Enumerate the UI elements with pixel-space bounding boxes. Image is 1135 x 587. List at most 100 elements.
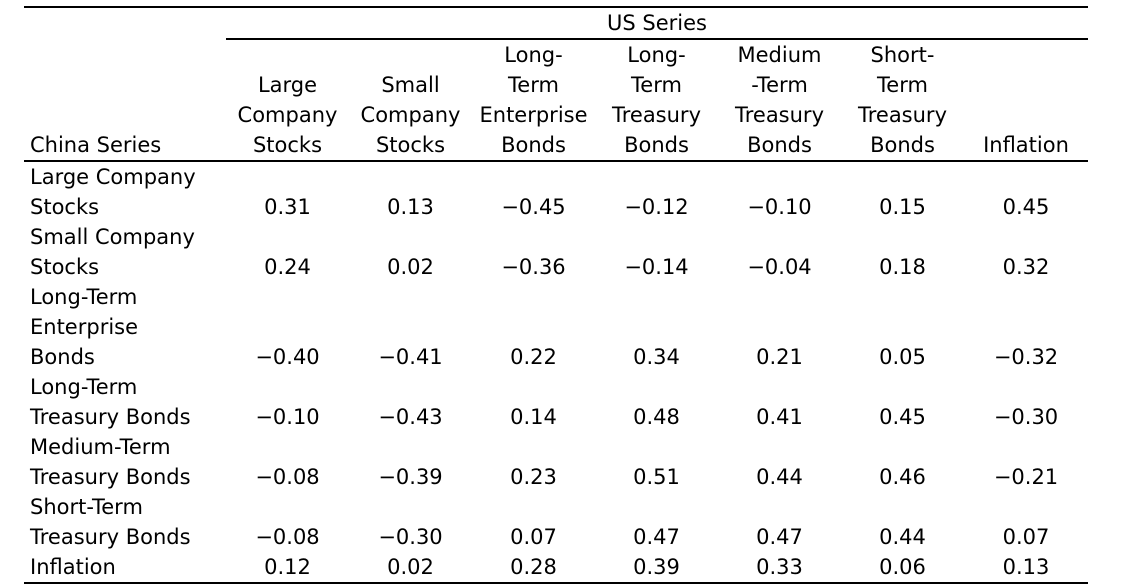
table-cell: 0.48: [633, 405, 680, 429]
table-row: Long-Term Enterprise Bonds −0.40 −0.41 0.22 0.…: [24, 282, 1088, 372]
column-header-line: Bonds: [624, 133, 689, 157]
correlation-table-container: US Series China Series Large Company Stock…: [24, 6, 1088, 584]
row-label: Small Company Stocks: [24, 222, 226, 282]
table-cell: 0.02: [387, 255, 434, 279]
table-cell: 0.06: [841, 552, 964, 584]
table-cell: 0.47: [633, 525, 680, 549]
table-cell: 0.02: [349, 552, 472, 584]
table-cell: 0.05: [879, 345, 926, 369]
column-header: Large Company Stocks: [226, 39, 349, 162]
row-label-line: Stocks: [30, 195, 100, 219]
table-cell: −0.32: [993, 345, 1059, 369]
column-header-line: Long-: [504, 43, 563, 67]
column-header-line: Short-: [870, 43, 935, 67]
column-header-line: Treasury: [857, 103, 947, 127]
column-header-line: Treasury: [611, 103, 701, 127]
row-label-line: Long-Term: [30, 285, 138, 309]
row-label: Long-Term Treasury Bonds: [24, 372, 226, 432]
row-label: Large Company Stocks: [24, 161, 226, 222]
column-header-line: Bonds: [747, 133, 812, 157]
table-cell: −0.30: [378, 525, 443, 549]
table-row: Inflation 0.12 0.02 0.28 0.39 0.33 0.06 0.13: [24, 552, 1088, 584]
row-label-line: Long-Term: [30, 375, 138, 399]
column-header-line: Bonds: [870, 133, 935, 157]
row-label-line: Treasury Bonds: [30, 405, 191, 429]
table-cell: 0.41: [756, 405, 803, 429]
table-row: Long-Term Treasury Bonds −0.10 −0.43 0.14 0.4…: [24, 372, 1088, 432]
column-header: Medium -Term Treasury Bonds: [718, 39, 841, 162]
column-header-line: Medium: [737, 43, 822, 67]
table-cell: 0.21: [756, 345, 803, 369]
table-cell: 0.33: [718, 552, 841, 584]
table-cell: −0.41: [378, 345, 443, 369]
table-cell: 0.51: [633, 465, 680, 489]
table-cell: 0.15: [879, 195, 926, 219]
table-cell: 0.39: [595, 552, 718, 584]
column-header-line: -Term: [751, 73, 808, 97]
column-header-line: Bonds: [501, 133, 566, 157]
row-label-line: Medium-Term: [30, 435, 171, 459]
column-header-line: Term: [877, 73, 928, 97]
table-cell: −0.14: [624, 255, 689, 279]
row-label: Short-Term Treasury Bonds: [24, 492, 226, 552]
row-label-line: Treasury Bonds: [30, 465, 191, 489]
table-cell: 0.13: [964, 552, 1088, 584]
group-header-spacer: [24, 6, 226, 39]
table-cell: 0.47: [756, 525, 803, 549]
column-header-line: Company: [237, 103, 338, 127]
row-label: Long-Term Enterprise Bonds: [24, 282, 226, 372]
china-series-header: China Series: [24, 39, 226, 162]
table-cell: 0.14: [510, 405, 557, 429]
column-header-line: Small: [381, 73, 440, 97]
table-cell: 0.31: [264, 195, 311, 219]
table-cell: 0.45: [879, 405, 926, 429]
table-cell: −0.45: [501, 195, 566, 219]
table-cell: −0.43: [378, 405, 443, 429]
table-cell: −0.08: [255, 465, 320, 489]
column-header-line: Large: [257, 73, 318, 97]
row-label-line: Enterprise: [30, 315, 139, 339]
table-cell: 0.44: [756, 465, 803, 489]
table-cell: 0.07: [1002, 525, 1050, 549]
row-label: Medium-Term Treasury Bonds: [24, 432, 226, 492]
table-cell: 0.07: [510, 525, 557, 549]
us-series-header: US Series: [226, 6, 1088, 40]
row-label: Inflation: [24, 552, 226, 584]
table-cell: 0.32: [1002, 255, 1050, 279]
table-cell: 0.28: [472, 552, 595, 584]
column-header: Long- Term Enterprise Bonds: [472, 39, 595, 162]
column-header-line: Inflation: [983, 133, 1069, 157]
table-cell: −0.39: [378, 465, 443, 489]
table-cell: 0.22: [510, 345, 557, 369]
column-header-line: Stocks: [252, 133, 323, 157]
correlation-table: US Series China Series Large Company Stock…: [24, 6, 1088, 584]
table-cell: −0.04: [747, 255, 812, 279]
table-body: Large Company Stocks 0.31 0.13 −0.45 −0.12 −0.…: [24, 161, 1088, 584]
table-cell: 0.12: [226, 552, 349, 584]
column-header-line: Enterprise: [479, 103, 588, 127]
table-cell: −0.30: [993, 405, 1059, 429]
table-cell: −0.40: [255, 345, 320, 369]
table-row: Small Company Stocks 0.24 0.02 −0.36 −0.14 −0.…: [24, 222, 1088, 282]
row-label-line: Inflation: [30, 555, 116, 579]
row-label-line: Small Company: [30, 225, 195, 249]
row-label-line: Bonds: [30, 345, 95, 369]
column-header-line: Term: [508, 73, 559, 97]
table-cell: 0.34: [633, 345, 680, 369]
table-cell: 0.13: [387, 195, 434, 219]
column-header-line: Stocks: [375, 133, 446, 157]
table-cell: 0.46: [879, 465, 926, 489]
column-header: Long- Term Treasury Bonds: [595, 39, 718, 162]
row-label-line: Treasury Bonds: [30, 525, 191, 549]
column-header: Small Company Stocks: [349, 39, 472, 162]
table-cell: −0.08: [255, 525, 320, 549]
column-header-line: Treasury: [734, 103, 824, 127]
row-label-line: Large Company: [30, 165, 196, 189]
column-header-line: Long-: [627, 43, 686, 67]
table-cell: 0.24: [264, 255, 311, 279]
table-cell: −0.10: [747, 195, 812, 219]
table-row: Large Company Stocks 0.31 0.13 −0.45 −0.12 −0.…: [24, 161, 1088, 222]
column-header-line: Term: [631, 73, 682, 97]
table-cell: −0.12: [624, 195, 689, 219]
column-header-row: China Series Large Company Stocks Small Comp…: [24, 39, 1088, 162]
